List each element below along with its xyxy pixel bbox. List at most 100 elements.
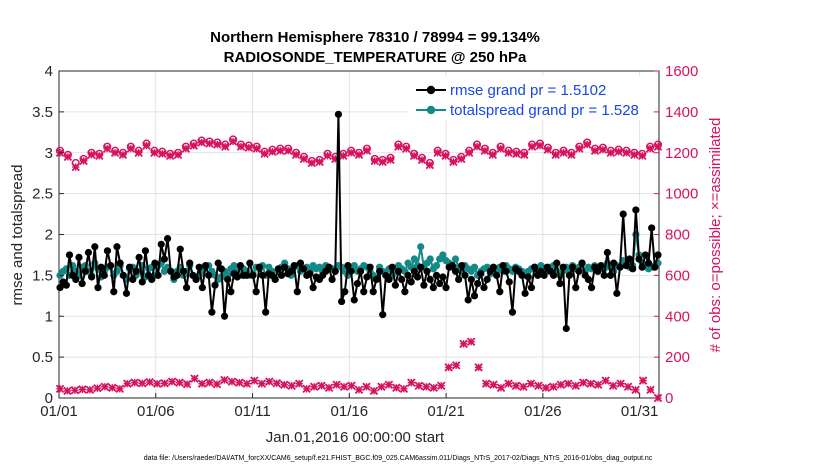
rmse-point <box>619 210 627 218</box>
obs-assimilated-point <box>459 339 468 349</box>
totalspread-point <box>451 255 460 263</box>
rmse-point <box>334 110 343 118</box>
obs-assimilated-point <box>197 138 206 147</box>
data-file-footnote: data file: /Users/raeder/DAI/ATM_forcXX/… <box>144 455 653 462</box>
obs-assimilated-point <box>378 157 387 167</box>
rmse-point <box>410 267 418 275</box>
totalspread-point <box>417 243 425 251</box>
rmse-point <box>249 271 257 279</box>
rmse-point <box>540 271 548 279</box>
obs-layer <box>55 135 663 403</box>
totalspread-point <box>470 263 479 271</box>
obs-assimilated-point <box>71 162 80 172</box>
obs-assimilated-point <box>55 384 65 394</box>
rmse-point <box>192 275 200 284</box>
rmse-point <box>78 279 86 288</box>
obs-assimilated-point <box>474 363 483 372</box>
obs-assimilated-point <box>417 155 427 165</box>
rmse-point <box>600 271 608 279</box>
rmse-point <box>474 279 482 288</box>
obs-assimilated-point <box>287 381 296 390</box>
obs-assimilated-point <box>451 361 461 370</box>
rmse-point <box>502 267 510 275</box>
obs-assimilated-point <box>369 386 379 396</box>
rmse-point <box>572 284 580 292</box>
rmse-point <box>363 273 371 281</box>
obs-assimilated-point <box>280 380 289 389</box>
rmse-point <box>328 275 336 284</box>
obs-assimilated-point <box>299 154 309 164</box>
rmse-point <box>129 275 137 284</box>
rmse-point <box>420 281 428 289</box>
rmse-point <box>113 243 121 251</box>
obs-assimilated-point <box>489 380 498 389</box>
obs-assimilated-point <box>260 149 269 159</box>
rmse-point <box>97 263 105 271</box>
rmse-point <box>195 263 203 271</box>
rmse-point <box>91 243 99 251</box>
rmse-point <box>470 292 479 300</box>
rmse-point <box>84 248 93 257</box>
totalspread-point <box>230 261 238 270</box>
rmse-point <box>271 275 279 284</box>
rmse-point <box>632 206 640 214</box>
rmse-point <box>350 296 358 304</box>
obs-assimilated-point <box>414 381 424 390</box>
obs-assimilated-point <box>167 377 177 386</box>
obs-assimilated-point <box>362 146 372 155</box>
obs-assimilated-point <box>556 380 566 389</box>
obs-assimilated-point <box>407 378 416 387</box>
obs-assimilated-point <box>309 382 319 391</box>
rmse-point <box>379 311 387 319</box>
obs-assimilated-point <box>205 139 214 148</box>
obs-assimilated-point <box>586 379 595 388</box>
rmse-point <box>587 284 596 292</box>
rmse-point <box>603 248 611 257</box>
rmse-point <box>173 271 181 279</box>
rmse-point <box>281 263 289 271</box>
y-right-tick-label: 600 <box>665 267 690 284</box>
rmse-point <box>116 259 124 267</box>
obs-assimilated-point <box>394 142 403 151</box>
rmse-point <box>262 308 270 316</box>
rmse-point <box>157 240 165 248</box>
rmse-point <box>398 275 406 284</box>
rmse-point <box>274 265 282 273</box>
rmse-point <box>132 267 140 275</box>
obs-assimilated-point <box>152 379 162 388</box>
obs-assimilated-point <box>265 377 274 386</box>
rmse-point <box>56 284 64 292</box>
rmse-point <box>154 271 162 279</box>
rmse-point <box>366 263 374 271</box>
rmse-point <box>182 284 191 292</box>
rmse-point <box>236 261 244 270</box>
obs-assimilated-point <box>638 151 647 161</box>
rmse-point <box>198 284 206 292</box>
totalspread-point <box>432 261 441 270</box>
rmse-point <box>151 259 159 267</box>
obs-assimilated-point <box>79 156 88 166</box>
obs-assimilated-point <box>444 363 453 372</box>
obs-assimilated-point <box>399 384 409 394</box>
obs-assimilated-point <box>145 377 154 387</box>
x-tick-label: 01/16 <box>331 403 369 420</box>
obs-assimilated-point <box>323 151 332 161</box>
rmse-point <box>651 263 659 271</box>
obs-assimilated-point <box>150 148 159 157</box>
rmse-point <box>616 263 624 271</box>
rmse-point <box>252 288 260 296</box>
x-axis: 01/01 01/06 01/11 01/16 01/21 01/26 01/31 <box>40 393 658 420</box>
obs-assimilated-point <box>496 144 505 153</box>
rmse-point <box>458 261 466 270</box>
rmse-point <box>505 278 513 286</box>
rmse-point <box>432 271 441 279</box>
rmse-point <box>72 275 80 284</box>
rmse-point <box>455 275 463 284</box>
rmse-point <box>103 247 112 255</box>
rmse-point <box>372 275 381 284</box>
rmse-point <box>360 288 368 296</box>
rmse-point <box>119 271 127 279</box>
rmse-point <box>208 308 216 316</box>
rmse-point <box>375 267 384 275</box>
obs-assimilated-point <box>244 143 254 152</box>
